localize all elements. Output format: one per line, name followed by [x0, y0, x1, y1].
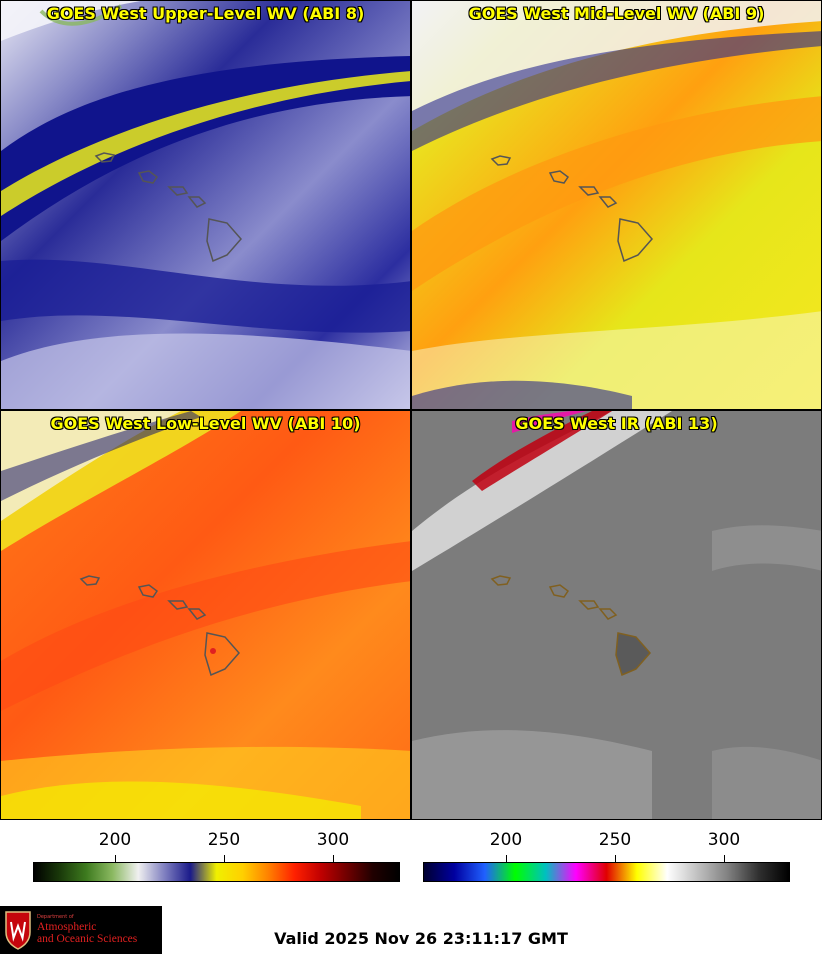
- tick-mark: [333, 855, 334, 862]
- ir-colorbar: [423, 862, 790, 882]
- tick-label: 250: [207, 830, 241, 850]
- panel-title: GOES West Low-Level WV (ABI 10): [50, 414, 361, 433]
- panel-title: GOES West IR (ABI 13): [515, 414, 718, 433]
- logo-line1: Atmospheric: [37, 920, 97, 933]
- aos-logo[interactable]: Department of Atmospheric and Oceanic Sc…: [0, 906, 162, 954]
- tick-label: 300: [707, 830, 741, 850]
- panel-title: GOES West Upper-Level WV (ABI 8): [46, 4, 365, 23]
- tick-label: 300: [316, 830, 350, 850]
- upper-level-wv-panel: GOES West Upper-Level WV (ABI 8): [0, 0, 411, 410]
- tick-label: 200: [489, 830, 523, 850]
- low-level-wv-image: [1, 411, 410, 819]
- tick-mark: [724, 855, 725, 862]
- uw-crest-icon: [5, 911, 31, 950]
- tick-mark: [506, 855, 507, 862]
- valid-time: Valid 2025 Nov 26 23:11:17 GMT: [274, 929, 568, 948]
- ir-panel: GOES West IR (ABI 13): [411, 410, 822, 820]
- mid-level-wv-panel: GOES West Mid-Level WV (ABI 9): [411, 0, 822, 410]
- tick-label: 200: [98, 830, 132, 850]
- panel-title: GOES West Mid-Level WV (ABI 9): [468, 4, 765, 23]
- tick-label: 250: [598, 830, 632, 850]
- logo-line2: and Oceanic Sciences: [37, 932, 138, 945]
- logo-dept: Department of: [37, 914, 74, 921]
- upper-level-wv-image: [1, 1, 410, 409]
- ir-colorbar-area: 200 250 300: [411, 821, 822, 885]
- tick-mark: [615, 855, 616, 862]
- wv-colorbar-area: 200 250 300: [0, 821, 411, 885]
- tick-mark: [224, 855, 225, 862]
- wv-colorbar: [33, 862, 400, 882]
- ir-image: [412, 411, 821, 819]
- mid-level-wv-image: [412, 1, 821, 409]
- low-level-wv-panel: GOES West Low-Level WV (ABI 10): [0, 410, 411, 820]
- tick-mark: [115, 855, 116, 862]
